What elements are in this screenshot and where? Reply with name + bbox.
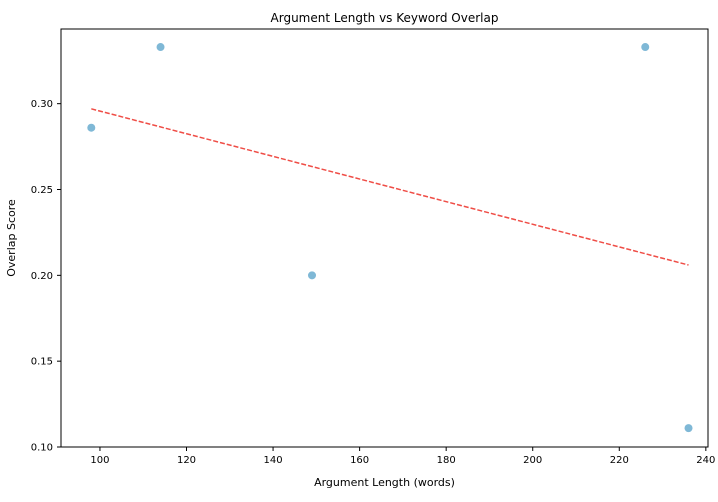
x-tick-label: 120: [177, 455, 196, 466]
x-tick-label: 220: [610, 455, 629, 466]
scatter-point: [156, 43, 165, 52]
plot-area-frame: [60, 28, 709, 448]
y-tick-label: 0.30: [31, 99, 53, 110]
x-axis-title: Argument Length (words): [314, 476, 455, 489]
scatter-point: [641, 43, 650, 52]
y-axis: 0.10 0.15 0.20 0.25 0.30: [31, 99, 61, 454]
x-tick-label: 180: [437, 455, 456, 466]
scatter-point: [308, 271, 317, 280]
y-axis-title: Overlap Score: [5, 199, 18, 277]
chart-title: Argument Length vs Keyword Overlap: [271, 11, 499, 25]
y-tick-label: 0.20: [31, 271, 53, 282]
trend-line: [91, 108, 689, 266]
scatter-point: [87, 123, 96, 132]
trendline-layer: [91, 108, 689, 266]
scatter-point: [684, 424, 693, 433]
scatter-points: [87, 43, 693, 433]
y-tick-label: 0.10: [31, 443, 53, 454]
x-tick-label: 100: [90, 455, 109, 466]
x-axis: 100 120 140 160 180 200 220 240: [90, 447, 715, 466]
y-tick-label: 0.15: [31, 357, 53, 368]
x-tick-label: 160: [350, 455, 369, 466]
y-tick-label: 0.25: [31, 185, 53, 196]
x-tick-label: 140: [264, 455, 283, 466]
x-tick-label: 200: [523, 455, 542, 466]
x-tick-label: 240: [696, 455, 715, 466]
